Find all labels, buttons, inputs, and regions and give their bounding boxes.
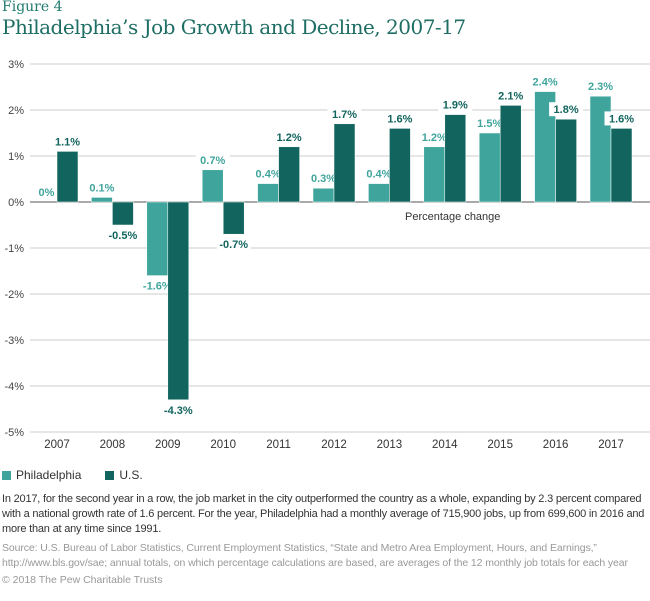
label-background xyxy=(493,88,528,103)
y-tick-label: -1% xyxy=(4,243,24,255)
annotation: Percentage change xyxy=(405,211,500,223)
data-label: 0.7% xyxy=(200,155,225,167)
y-tick-label: -3% xyxy=(4,335,24,347)
x-tick-label: 2007 xyxy=(44,439,70,451)
label-background xyxy=(417,129,452,144)
data-label: 1.9% xyxy=(443,100,468,112)
label-background xyxy=(84,180,119,195)
label-background xyxy=(216,237,251,252)
data-label: 0% xyxy=(39,187,55,199)
x-tick-label: 2015 xyxy=(487,439,513,451)
data-label: -0.5% xyxy=(109,230,138,242)
bar-us xyxy=(555,118,577,203)
y-tick-label: 2% xyxy=(8,105,24,117)
label-background xyxy=(161,402,196,417)
bar-us xyxy=(610,128,633,203)
legend-label: U.S. xyxy=(119,468,143,482)
data-label: 0.4% xyxy=(256,169,281,181)
label-background xyxy=(105,228,140,242)
data-label: 2.4% xyxy=(533,77,558,89)
bar-us xyxy=(222,201,245,235)
bar-philadelphia xyxy=(312,187,335,203)
label-background xyxy=(528,74,563,89)
label-background xyxy=(472,116,507,130)
data-label: 0.1% xyxy=(89,182,114,194)
y-tick-label: -2% xyxy=(4,289,24,301)
legend-swatch xyxy=(105,471,115,480)
data-label: 1.1% xyxy=(55,136,80,148)
data-label: 2.3% xyxy=(588,81,613,93)
legend-label: Philadelphia xyxy=(16,468,82,482)
y-tick-label: 0% xyxy=(8,197,24,209)
figure-label: Figure 4 xyxy=(2,0,63,15)
copyright: © 2018 The Pew Charitable Trusts xyxy=(2,574,163,586)
data-label: 0.3% xyxy=(311,173,336,185)
label-background xyxy=(272,129,307,144)
label-background xyxy=(361,166,396,181)
x-tick-label: 2009 xyxy=(155,439,181,451)
label-background xyxy=(50,134,85,149)
data-label: 1.8% xyxy=(554,104,579,116)
x-tick-label: 2016 xyxy=(543,439,569,451)
bar-us xyxy=(112,201,134,226)
label-background xyxy=(29,185,64,199)
bar-philadelphia xyxy=(146,201,169,276)
data-label: -1.6% xyxy=(143,281,172,293)
y-tick-label: 1% xyxy=(8,151,24,163)
data-label: 0.4% xyxy=(366,169,391,181)
label-background xyxy=(438,97,473,112)
x-tick-label: 2013 xyxy=(377,439,403,451)
data-label: -4.3% xyxy=(164,405,193,417)
chart-note: In 2017, for the second year in a row, t… xyxy=(2,493,645,535)
x-tick-label: 2010 xyxy=(210,439,236,451)
x-tick-label: 2008 xyxy=(100,439,126,451)
bar-philadelphia xyxy=(201,169,224,203)
legend-item-us: U.S. xyxy=(105,468,143,483)
bar-us xyxy=(167,201,190,401)
y-tick-label: 3% xyxy=(8,59,24,71)
bar-chart: 3% 2% 1% 0% -1% -2% -3% -4% -5% 2007 0% 1.1% 2008 0.1… xyxy=(4,59,650,451)
data-label: 1.2% xyxy=(422,132,447,144)
label-background xyxy=(382,111,417,126)
label-background xyxy=(327,106,362,121)
data-label: 1.7% xyxy=(332,109,357,121)
y-tick-label: -4% xyxy=(4,381,24,393)
bar-philadelphia xyxy=(368,183,390,203)
chart-title: Philadelphia’s Job Growth and Decline, 2… xyxy=(2,15,466,39)
bar-us xyxy=(278,146,300,203)
label-background xyxy=(195,152,230,167)
label-background xyxy=(306,171,341,186)
x-tick-label: 2012 xyxy=(321,439,347,451)
data-label: 1.6% xyxy=(387,113,412,125)
label-background xyxy=(583,79,618,94)
x-tick-label: 2014 xyxy=(432,439,458,451)
bar-us xyxy=(389,128,411,203)
bar-philadelphia xyxy=(257,183,279,203)
x-tick-label: 2011 xyxy=(266,439,291,451)
footer: In 2017, for the second year in a row, t… xyxy=(2,492,647,587)
label-background xyxy=(549,102,584,117)
label-background xyxy=(251,166,286,181)
y-tick-label: -5% xyxy=(4,427,24,439)
legend-swatch xyxy=(2,471,11,480)
data-label: 1.6% xyxy=(609,113,634,125)
bar-us xyxy=(333,123,356,203)
bar-us xyxy=(444,114,467,203)
legend-item-philadelphia: Philadelphia xyxy=(2,468,81,483)
bar-philadelphia xyxy=(423,146,446,203)
bar-us xyxy=(56,151,79,203)
label-background xyxy=(604,111,639,126)
data-label: 1.5% xyxy=(477,118,502,130)
x-tick-label: 2017 xyxy=(598,439,624,451)
data-label: -0.7% xyxy=(219,239,248,251)
legend: Philadelphia U.S. xyxy=(2,468,143,483)
bar-philadelphia xyxy=(478,132,501,203)
source-note: Source: U.S. Bureau of Labor Statistics,… xyxy=(2,542,628,569)
data-label: 2.1% xyxy=(498,90,523,102)
bar-philadelphia xyxy=(91,197,113,203)
bar-us xyxy=(499,105,522,203)
data-label: 1.2% xyxy=(277,132,302,144)
label-background xyxy=(140,278,175,293)
